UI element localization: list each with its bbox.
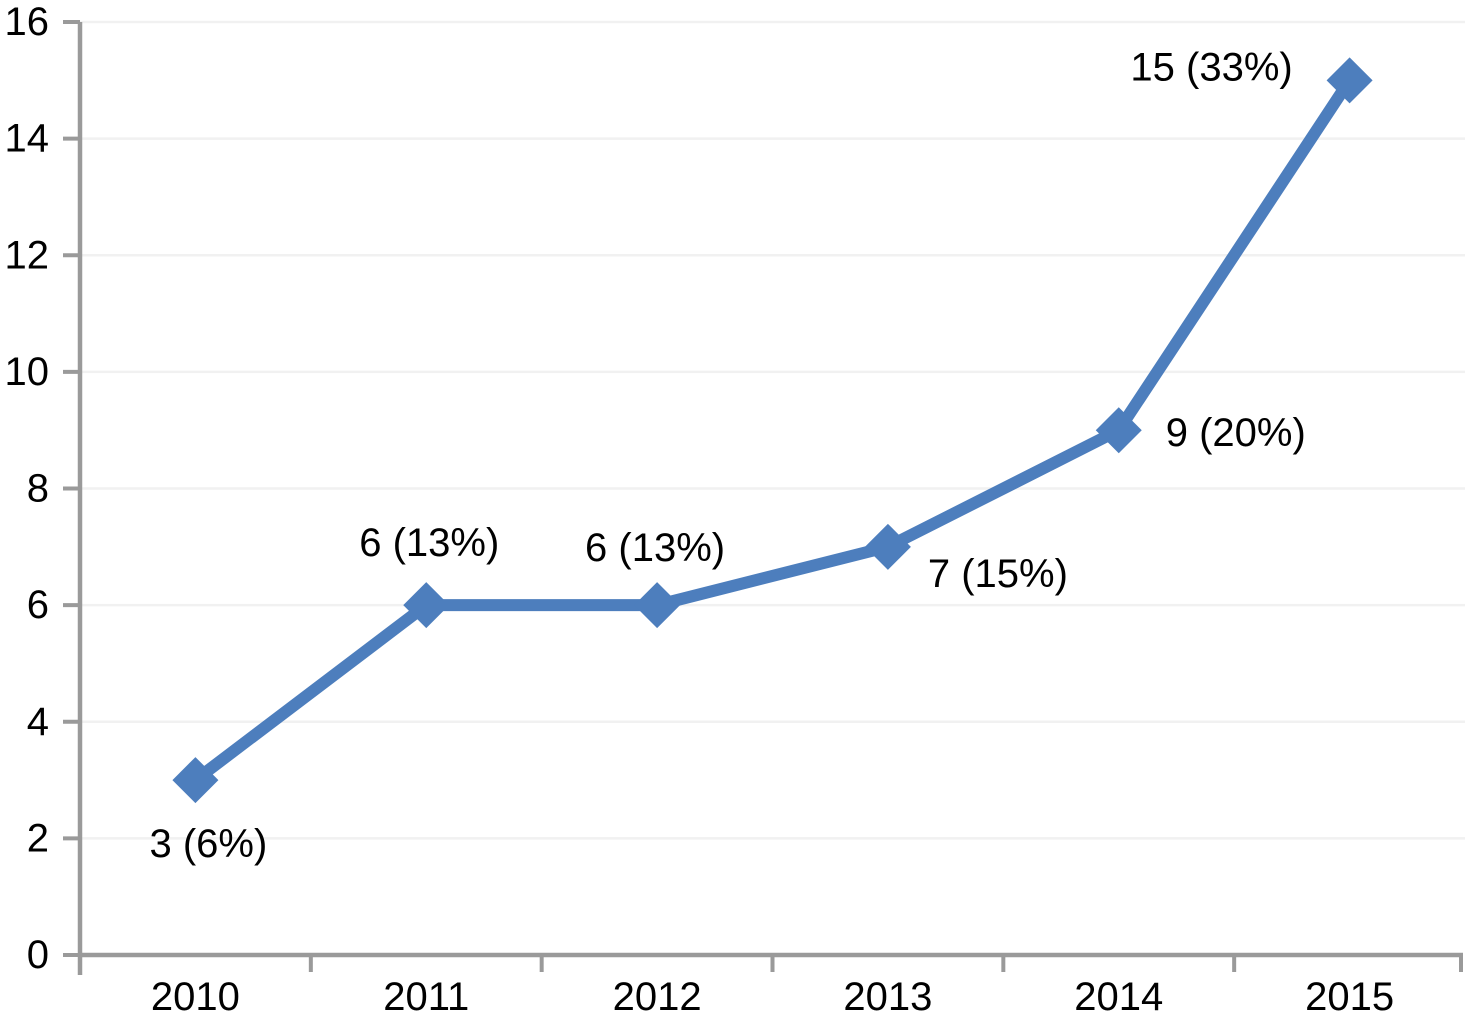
data-point-marker-2014 bbox=[1095, 407, 1142, 454]
data-point-label: 9 (20%) bbox=[1166, 411, 1306, 455]
data-point-marker-2012 bbox=[634, 582, 681, 629]
data-point-label: 3 (6%) bbox=[150, 822, 268, 866]
y-tick-label: 0 bbox=[27, 933, 49, 977]
data-point-label: 6 (13%) bbox=[359, 521, 499, 565]
y-tick-label: 4 bbox=[27, 700, 49, 744]
x-tick-label: 2014 bbox=[1074, 975, 1163, 1019]
y-tick-label: 8 bbox=[27, 467, 49, 511]
y-tick-label: 6 bbox=[27, 583, 49, 627]
x-tick-label: 2012 bbox=[613, 975, 702, 1019]
y-tick-label: 2 bbox=[27, 816, 49, 860]
y-tick-label: 16 bbox=[5, 0, 50, 44]
x-tick-label: 2010 bbox=[151, 975, 240, 1019]
data-point-label: 6 (13%) bbox=[585, 526, 725, 570]
data-point-label: 7 (15%) bbox=[928, 552, 1068, 596]
y-tick-label: 14 bbox=[5, 117, 50, 161]
y-tick-label: 12 bbox=[5, 233, 50, 277]
data-point-marker-2015 bbox=[1326, 57, 1373, 104]
data-point-marker-2010 bbox=[172, 757, 219, 804]
x-tick-label: 2013 bbox=[843, 975, 932, 1019]
data-point-marker-2011 bbox=[403, 582, 450, 629]
series-line bbox=[191, 77, 1355, 785]
y-tick-label: 10 bbox=[5, 350, 50, 394]
x-tick-label: 2015 bbox=[1305, 975, 1394, 1019]
data-point-label: 15 (33%) bbox=[1130, 45, 1292, 89]
data-point-marker-2013 bbox=[864, 523, 911, 570]
x-tick-label: 2011 bbox=[383, 975, 469, 1019]
